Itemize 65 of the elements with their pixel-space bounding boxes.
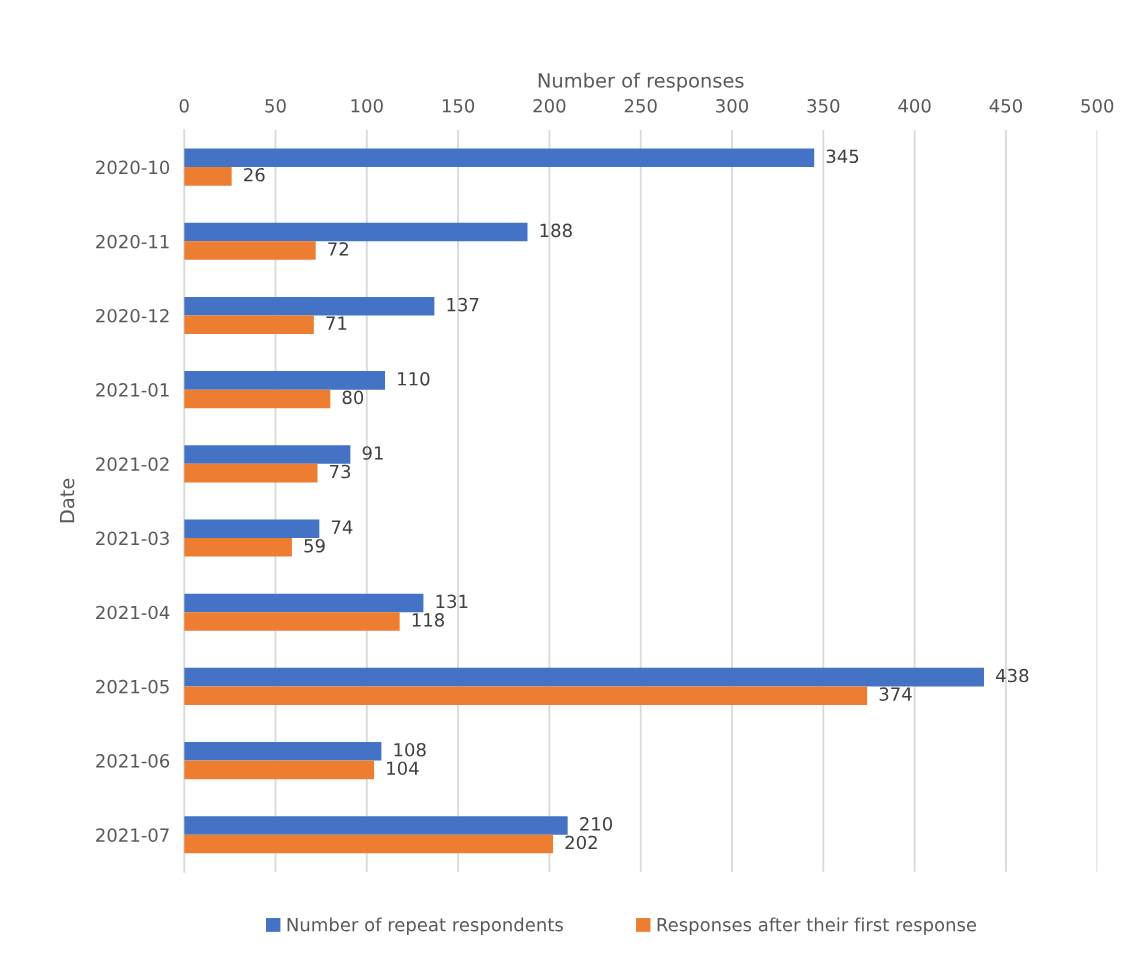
data-label: 110 bbox=[398, 371, 430, 386]
data-label: 438 bbox=[996, 668, 1029, 683]
data-label: 26 bbox=[244, 167, 265, 182]
data-label: 73 bbox=[330, 464, 351, 479]
x-tick-label: 250 bbox=[624, 98, 657, 113]
data-label: 202 bbox=[565, 835, 597, 850]
x-axis-title: Number of responses bbox=[538, 72, 744, 92]
bar bbox=[184, 760, 375, 780]
data-label: 72 bbox=[328, 242, 348, 256]
bar bbox=[184, 834, 554, 854]
y-tick-label: 2021-05 bbox=[96, 679, 169, 694]
bar bbox=[184, 148, 815, 168]
data-label: 131 bbox=[436, 594, 468, 609]
bar bbox=[184, 445, 351, 464]
bar bbox=[184, 612, 400, 631]
x-tick-label: 500 bbox=[1081, 98, 1114, 113]
x-tick-label: 300 bbox=[716, 98, 749, 113]
bar bbox=[184, 538, 292, 557]
bar bbox=[184, 667, 985, 687]
data-label: 74 bbox=[331, 520, 353, 534]
data-label: 374 bbox=[879, 687, 912, 701]
bar bbox=[184, 686, 868, 705]
bar bbox=[184, 315, 314, 335]
x-tick-label: 450 bbox=[989, 98, 1022, 113]
bar bbox=[184, 389, 331, 409]
bar bbox=[184, 241, 316, 260]
data-label: 71 bbox=[326, 316, 347, 330]
x-tick-label: 50 bbox=[265, 98, 286, 113]
data-label: 59 bbox=[304, 538, 325, 553]
bar bbox=[184, 463, 318, 483]
y-tick-label: 2021-02 bbox=[96, 457, 169, 471]
data-label: 210 bbox=[580, 817, 613, 831]
data-label: 345 bbox=[826, 149, 859, 164]
x-tick-label: 400 bbox=[898, 98, 931, 113]
data-label: 108 bbox=[394, 742, 426, 757]
bar bbox=[184, 816, 568, 835]
bar bbox=[184, 167, 232, 186]
y-tick-label: 2020-10 bbox=[96, 160, 170, 175]
data-label: 118 bbox=[412, 613, 445, 627]
y-tick-label: 2021-01 bbox=[96, 383, 169, 397]
bar bbox=[184, 593, 424, 613]
y-tick-label: 2020-11 bbox=[96, 234, 169, 249]
bar bbox=[184, 371, 386, 390]
data-label: 188 bbox=[540, 223, 572, 238]
y-tick-label: 2020-12 bbox=[96, 308, 169, 323]
y-axis-title: Date bbox=[59, 478, 75, 523]
x-tick-label: 0 bbox=[179, 98, 189, 113]
x-tick-label: 150 bbox=[442, 98, 475, 113]
y-tick-label: 2021-06 bbox=[96, 754, 170, 768]
x-tick-label: 350 bbox=[807, 98, 840, 113]
y-tick-label: 2021-03 bbox=[96, 531, 169, 546]
bar bbox=[184, 222, 528, 242]
data-label: 80 bbox=[342, 390, 364, 405]
bar bbox=[184, 519, 320, 539]
x-tick-label: 100 bbox=[351, 98, 383, 113]
data-label: 104 bbox=[387, 761, 419, 776]
y-tick-label: 2021-04 bbox=[96, 605, 170, 620]
bar bbox=[184, 296, 435, 316]
legend-label: Number of repeat respondents bbox=[287, 917, 563, 935]
x-tick-label: 200 bbox=[533, 98, 566, 113]
data-label: 91 bbox=[362, 446, 383, 460]
y-tick-label: 2021-07 bbox=[96, 828, 169, 842]
legend-label: Responses after their first response bbox=[657, 917, 977, 935]
data-label: 137 bbox=[447, 297, 479, 312]
bar bbox=[184, 742, 382, 761]
